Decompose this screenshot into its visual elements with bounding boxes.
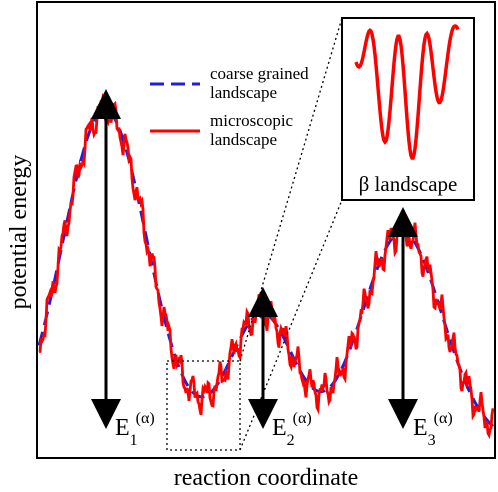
zoom-box: [166, 360, 241, 451]
legend-coarse-label-line1: coarse grained: [210, 64, 309, 83]
inset-label: β landscape: [359, 172, 458, 196]
legend-micro-label-line2: landscape: [210, 130, 277, 149]
x-axis-label: reaction coordinate: [174, 465, 359, 491]
inset-microscopic-curve: [354, 24, 460, 160]
energy-label-3: E3(α): [413, 410, 453, 449]
energy-label-1: E1(α): [115, 410, 155, 449]
legend: coarse grained landscape microscopic lan…: [150, 64, 309, 149]
legend-micro-label-line1: microscopic: [210, 111, 294, 130]
legend-coarse-label-line2: landscape: [210, 83, 277, 102]
plot-frame: [36, 1, 496, 459]
y-axis-label: potential energy: [6, 155, 32, 310]
zoom-line-bottom: [239, 199, 343, 451]
energy-label-2: E2(α): [272, 410, 312, 449]
